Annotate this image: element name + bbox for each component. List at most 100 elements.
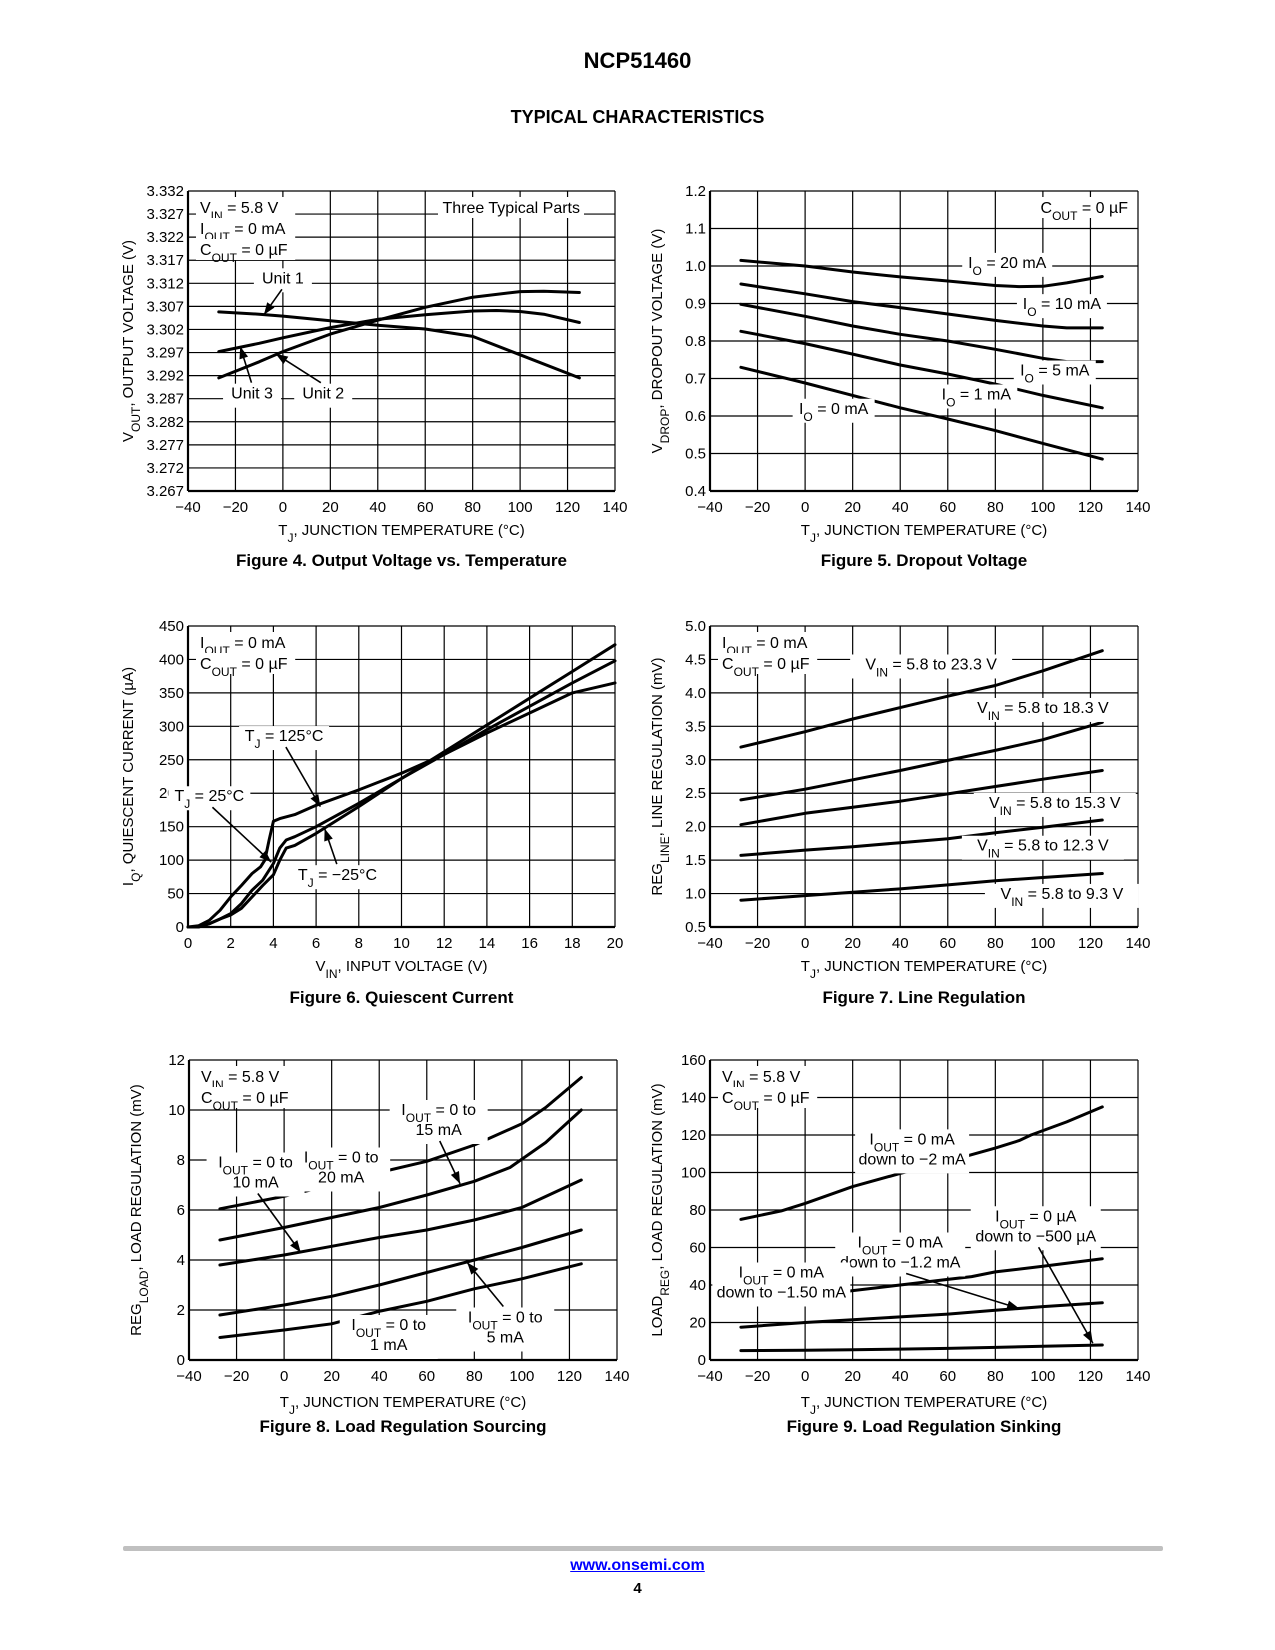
series-line-2 (218, 1178, 583, 1267)
chart-fig6: 0246810121416182005010015020025030035040… (120, 618, 623, 1007)
series-line-0 (217, 310, 581, 380)
arrow-line (905, 1272, 1020, 1310)
y-tick-label: 160 (681, 1052, 706, 1069)
series-label: VIN = 5.8 to 23.3 V (865, 656, 997, 679)
arrow-line (211, 806, 272, 863)
y-tick-label: 0.9 (685, 296, 706, 313)
chart-fig8: −40 −20 0 20 40 60 80 100 120 140 0 2 4 6 8 10 12 TJ, JUN… (128, 1052, 630, 1436)
label-bg (970, 1206, 1101, 1251)
arrow-line (1037, 1246, 1094, 1344)
figure-caption: Figure 5. Dropout Voltage (821, 551, 1028, 570)
y-tick-label: 8 (177, 1152, 185, 1169)
arrow-head (259, 850, 272, 863)
label-bg (850, 654, 1013, 679)
series-label: down to −2 mA (859, 1151, 967, 1168)
x-tick-label: 6 (312, 935, 320, 952)
series-label: IOUT = 0 µA (995, 1208, 1077, 1231)
arrow-head (290, 1240, 301, 1253)
y-tick-label: 300 (159, 718, 184, 735)
label-bg (973, 792, 1136, 817)
label-bg (835, 1232, 966, 1277)
y-tick-label: 450 (159, 618, 184, 635)
series-line-0 (739, 258, 1104, 289)
x-tick-label: 100 (1030, 1368, 1055, 1385)
y-tick-label: 3.317 (146, 252, 184, 269)
label-bg (223, 383, 282, 408)
x-tick-label: 40 (892, 499, 909, 516)
series-label: IOUT = 0 to (304, 1150, 379, 1173)
y-tick-label: 2.0 (685, 819, 706, 836)
y-tick-label: 12 (168, 1052, 185, 1069)
y-tick-label: 3.287 (146, 391, 184, 408)
series-label: TJ = 125°C (245, 728, 324, 751)
condition-bg (197, 1087, 297, 1108)
series-line-3 (739, 1343, 1104, 1353)
y-tick-label: 0.5 (685, 446, 706, 463)
series-label: IOUT = 0 mA (858, 1235, 944, 1258)
y-axis-label: LOADREG, LOAD REGULATION (mV) (649, 1083, 672, 1336)
x-axis-label: TJ, JUNCTION TEMPERATURE (°C) (278, 522, 524, 545)
x-tick-label: 120 (1078, 1368, 1103, 1385)
x-axis-label: TJ, JUNCTION TEMPERATURE (°C) (801, 522, 1047, 545)
website-link[interactable]: www.onsemi.com (570, 1557, 705, 1574)
x-tick-label: −40 (697, 935, 722, 952)
y-tick-label: 40 (689, 1277, 706, 1294)
label-bg (1016, 294, 1107, 319)
label-bg (712, 1262, 851, 1307)
label-bg (253, 268, 312, 293)
y-tick-label: 4.5 (685, 651, 706, 668)
x-tick-label: 0 (801, 935, 809, 952)
y-tick-label: 3.297 (146, 345, 184, 362)
series-label: down to −500 µA (975, 1228, 1096, 1245)
series-label: IOUT = 0 mA (869, 1131, 955, 1154)
y-tick-label: 1.0 (685, 886, 706, 903)
label-bg (292, 1147, 391, 1192)
series-label: 1 mA (370, 1337, 408, 1354)
y-tick-label: 5.0 (685, 618, 706, 635)
y-tick-label: 0.5 (685, 919, 706, 936)
series-label: VIN = 5.8 to 9.3 V (1001, 886, 1124, 909)
y-tick-label: 0.6 (685, 408, 706, 425)
figure-caption: Figure 9. Load Regulation Sinking (787, 1417, 1062, 1436)
y-axis-label: REGLINE, LINE REGULATION (mV) (649, 657, 672, 895)
page-number: 4 (633, 1580, 642, 1597)
x-tick-label: 80 (466, 1368, 483, 1385)
series-label: Unit 3 (231, 386, 273, 403)
y-tick-label: 100 (159, 852, 184, 869)
label-bg (389, 1100, 488, 1144)
x-tick-label: −20 (745, 1368, 770, 1385)
series-label: IOUT = 0 to (351, 1317, 426, 1340)
series-line-2 (739, 769, 1104, 827)
y-tick-label: 0 (698, 1352, 706, 1369)
x-tick-label: 16 (521, 935, 538, 952)
x-tick-label: 100 (508, 499, 533, 516)
arrow-head (1082, 1330, 1093, 1344)
arrow-head (239, 346, 249, 360)
footer-link-container: www.onsemi.com (0, 1557, 1275, 1575)
x-tick-label: 20 (844, 935, 861, 952)
arrow-head (324, 828, 333, 842)
label-bg (935, 384, 1018, 409)
series-label: VIN = 5.8 to 18.3 V (977, 700, 1109, 723)
series-label: 15 mA (416, 1122, 463, 1139)
y-tick-label: 1.0 (685, 258, 706, 275)
series-label: IOUT = 0 to (401, 1102, 476, 1125)
x-tick-label: 4 (269, 935, 277, 952)
series-line-4 (218, 1262, 583, 1339)
y-tick-label: 3.307 (146, 298, 184, 315)
series-label: IO = 0 mA (799, 401, 869, 424)
y-tick-label: 3.0 (685, 752, 706, 769)
series-line-3 (218, 1228, 583, 1317)
series-label: 20 mA (318, 1170, 365, 1187)
figure-caption: Figure 6. Quiescent Current (290, 988, 514, 1007)
series-label: VIN = 5.8 to 15.3 V (989, 795, 1121, 818)
x-tick-label: 20 (607, 935, 624, 952)
y-tick-label: 0.8 (685, 333, 706, 350)
y-axis-label: VOUT, OUTPUT VOLTAGE (V) (120, 240, 143, 442)
x-tick-label: 8 (355, 935, 363, 952)
x-tick-label: 10 (393, 935, 410, 952)
x-tick-label: 60 (939, 499, 956, 516)
x-tick-label: 60 (939, 1368, 956, 1385)
